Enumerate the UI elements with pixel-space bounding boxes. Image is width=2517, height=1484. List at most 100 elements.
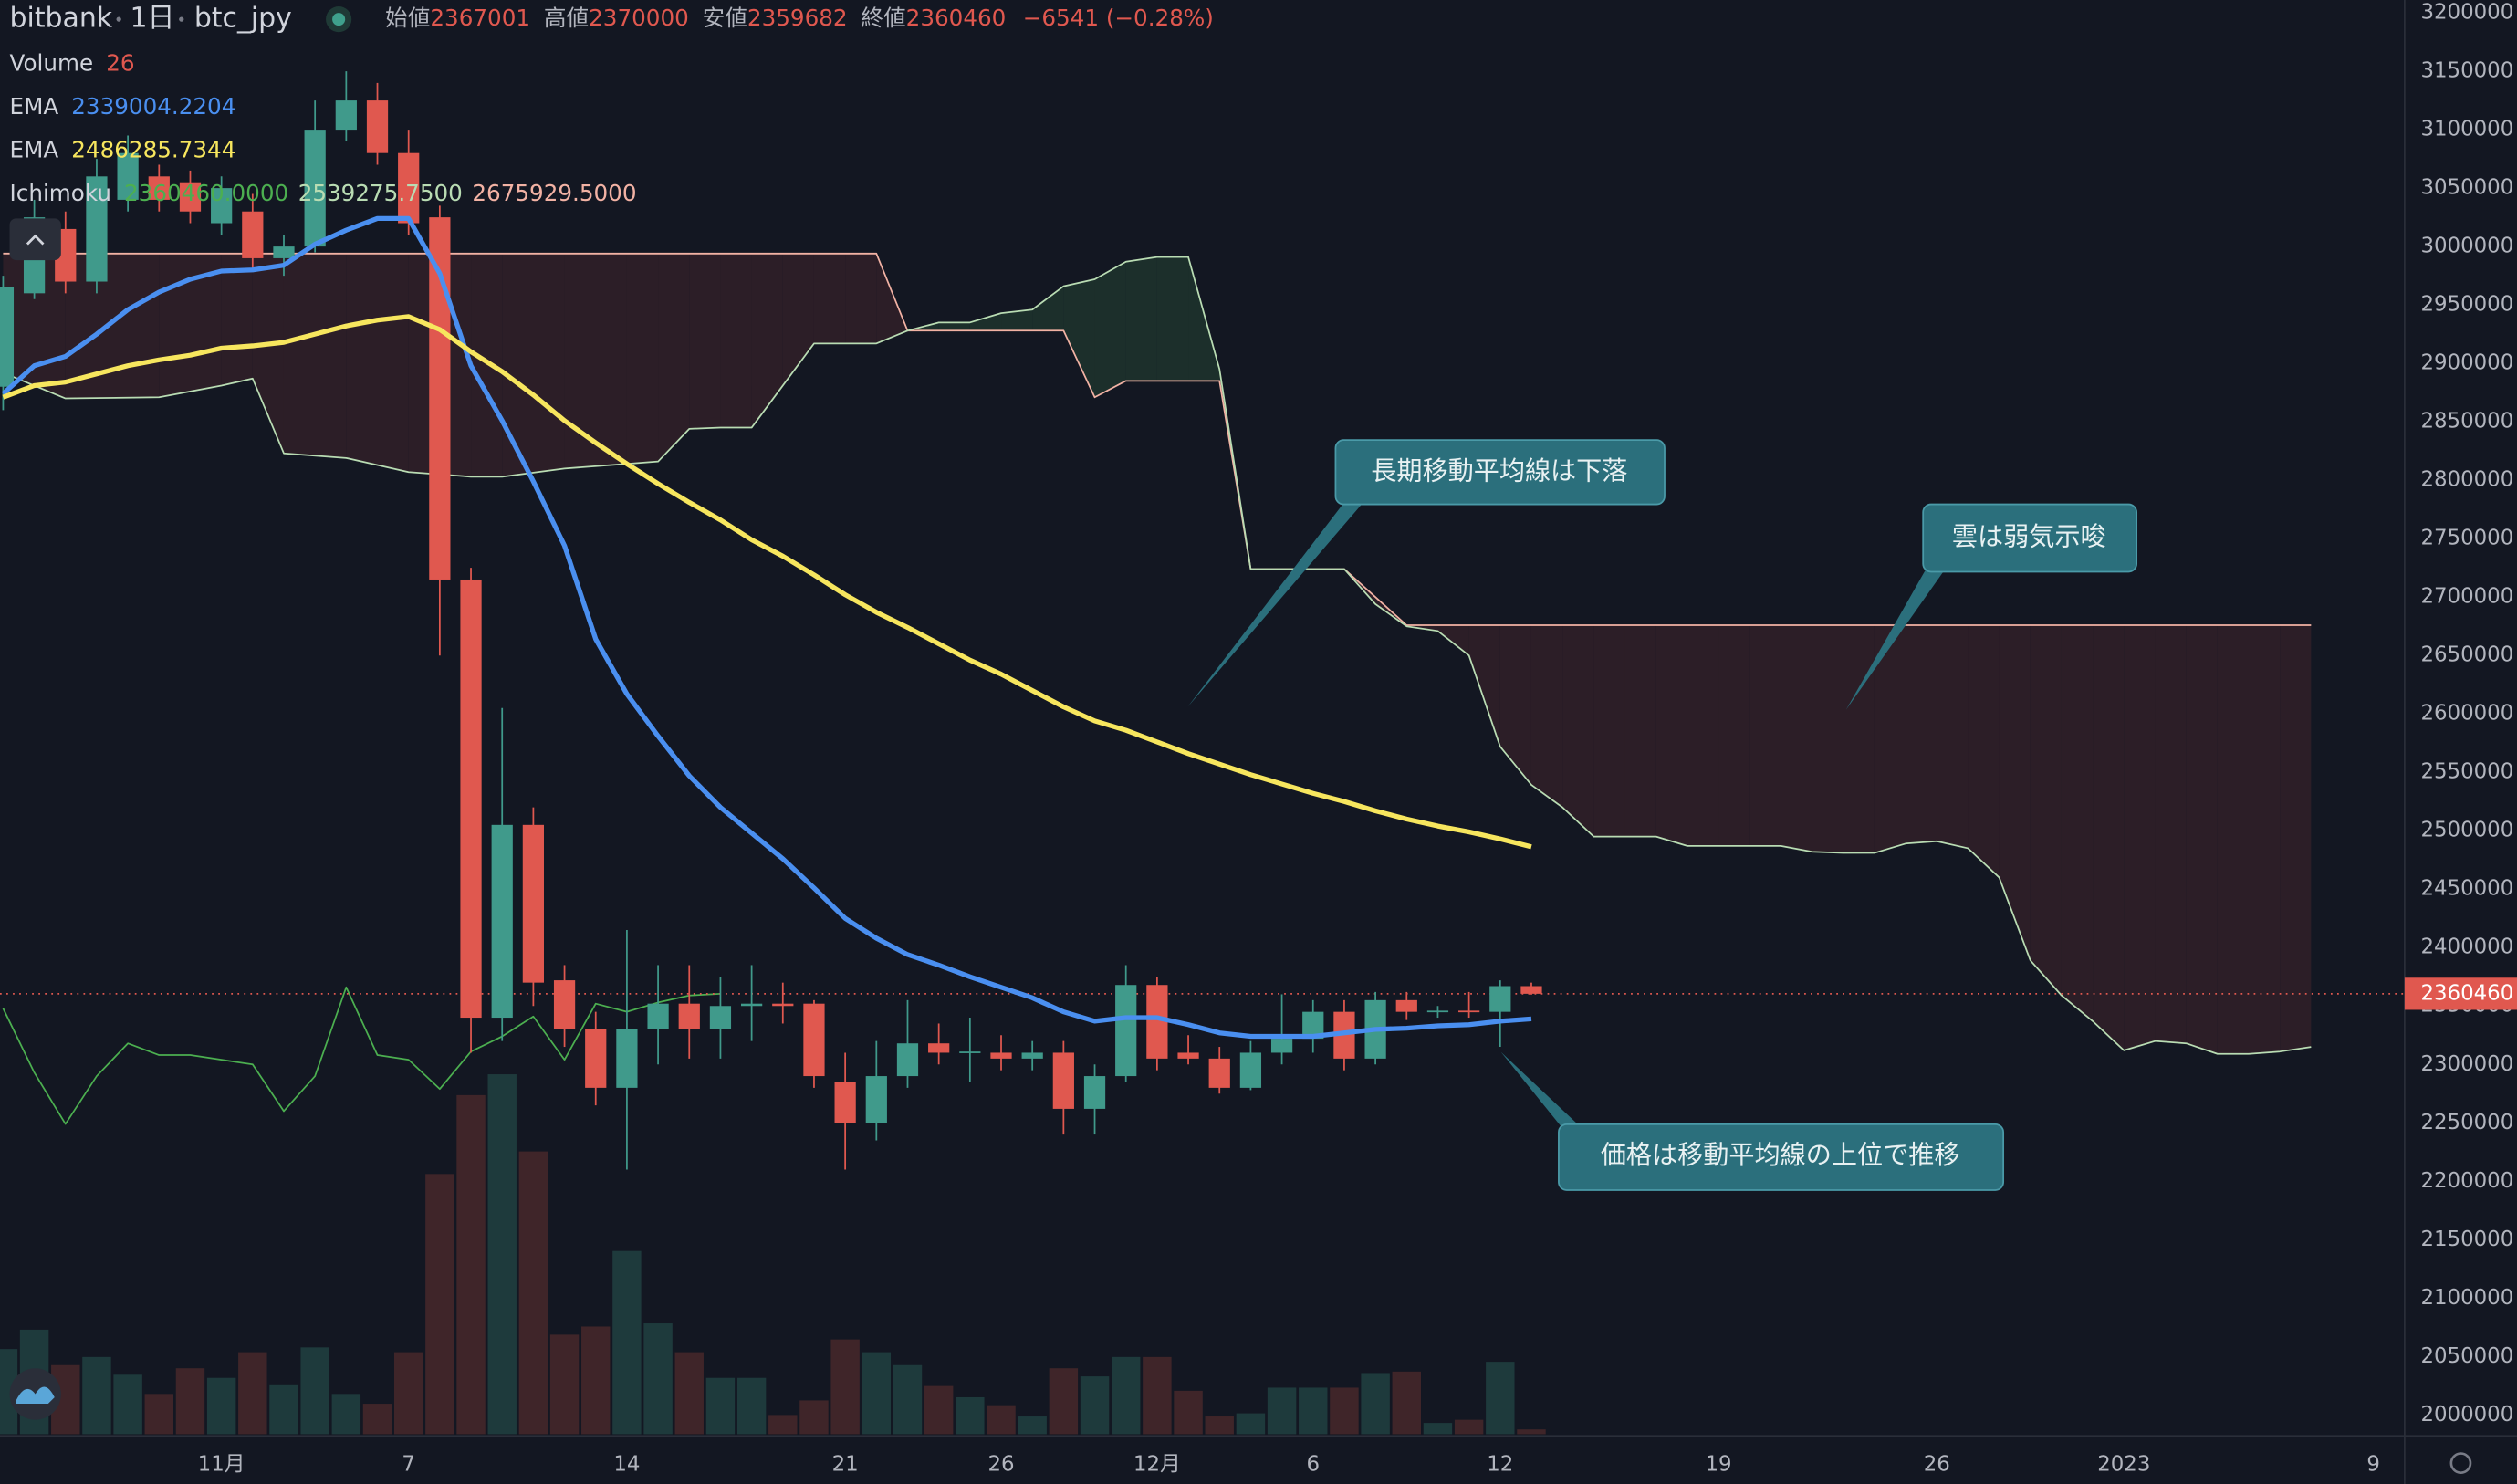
cloud	[1063, 278, 1095, 398]
y-tick-label: 2300000	[2420, 1052, 2513, 1076]
candle-body	[1489, 986, 1511, 1012]
volume-bar	[1267, 1387, 1297, 1435]
ohlc-label: 安値	[703, 5, 747, 31]
volume-bar	[518, 1151, 548, 1435]
cloud	[1655, 624, 1687, 846]
volume-bar	[736, 1377, 767, 1435]
volume-bar	[674, 1352, 704, 1435]
cloud	[159, 253, 222, 398]
volume-bar	[1423, 1423, 1453, 1435]
candle-body	[211, 188, 233, 224]
legend-value: 2339004.2204	[71, 93, 235, 120]
candle-body	[1426, 1010, 1449, 1013]
volume-bar	[830, 1339, 860, 1435]
y-tick-label: 2400000	[2420, 935, 2513, 959]
candle-body	[1239, 1052, 1262, 1088]
volume-bar	[1080, 1376, 1110, 1435]
candle-body	[429, 217, 451, 580]
y-tick-label: 2150000	[2420, 1228, 2513, 1251]
logo-icon	[16, 1386, 55, 1405]
callout: 雲は弱気示唆	[1845, 503, 2138, 710]
y-tick-label: 2900000	[2420, 351, 2513, 375]
candle-body	[959, 1051, 981, 1053]
legend-value: 2486285.7344	[71, 136, 235, 162]
volume-bar	[1174, 1390, 1203, 1435]
volume-bar	[1205, 1416, 1234, 1435]
callout: 長期移動平均線は下落	[1187, 439, 1666, 707]
candle-body	[1458, 1010, 1480, 1013]
volume-bar	[1486, 1362, 1515, 1435]
cloud	[1968, 624, 2000, 878]
x-tick-label: 6	[1306, 1452, 1320, 1476]
ohlc-value: 2359682	[747, 5, 848, 31]
cloud	[1125, 256, 1157, 381]
ichimoku-span-a	[3, 256, 2312, 1055]
y-tick-label: 2500000	[2420, 819, 2513, 842]
x-tick-label: 26	[1924, 1452, 1950, 1476]
candle-body	[647, 1003, 669, 1029]
legend-name: EMA	[10, 136, 59, 162]
x-tick-label: 19	[1705, 1452, 1731, 1476]
status-dot	[332, 13, 346, 26]
collapse-button[interactable]	[9, 218, 61, 261]
ichimoku-lagging	[2, 986, 721, 1125]
candle-body	[553, 980, 576, 1029]
candle-body	[928, 1043, 950, 1053]
candle-body	[1208, 1058, 1230, 1088]
cloud	[782, 253, 814, 386]
volume-bar	[425, 1174, 454, 1435]
cloud	[845, 253, 877, 344]
x-tick-label: 9	[2366, 1452, 2380, 1476]
x-tick-label: 21	[832, 1452, 859, 1476]
volume-bar	[393, 1352, 423, 1435]
volume-bar	[1299, 1387, 1328, 1435]
legend-name: Volume	[10, 49, 94, 76]
ema-line	[2, 314, 1532, 850]
volume-bar	[1049, 1368, 1079, 1435]
y-tick-label: 3200000	[2420, 1, 2513, 25]
cloud	[689, 253, 721, 429]
cloud	[1843, 624, 1875, 853]
volume-bar	[0, 1349, 18, 1435]
x-tick-label: 12	[1487, 1452, 1513, 1476]
candle-body	[491, 824, 513, 1019]
cloud	[720, 253, 752, 428]
candle-body	[772, 1003, 794, 1007]
candle-body	[709, 1006, 732, 1029]
volume-bar	[1236, 1413, 1266, 1435]
volume-bar	[175, 1368, 205, 1435]
volume-bar	[612, 1250, 642, 1435]
ohlc-label: 高値	[544, 5, 589, 31]
x-tick-label: 14	[613, 1452, 640, 1476]
volume-bar	[956, 1396, 985, 1435]
y-tick-label: 2650000	[2420, 643, 2513, 667]
y-tick-label: 2450000	[2420, 877, 2513, 901]
y-tick-label: 2700000	[2420, 585, 2513, 609]
y-tick-label: 3100000	[2420, 118, 2513, 141]
ema-line	[1, 215, 1532, 1040]
ohlc-value: 2360460	[906, 5, 1007, 31]
cloud	[1468, 624, 1500, 747]
legend-row: Ichimoku 2360460.0000 2539275.7500 2675929.…	[10, 180, 637, 206]
candle-body	[273, 246, 295, 258]
cloud	[1562, 624, 1594, 837]
volume-bar	[362, 1404, 392, 1435]
candle-body	[1083, 1076, 1106, 1109]
cloud	[1530, 624, 1563, 808]
y-tick-label: 2100000	[2420, 1286, 2513, 1310]
legend-value: 2675929.5000	[472, 180, 636, 206]
volume-bar	[581, 1326, 611, 1435]
cloud	[751, 253, 783, 428]
ohlc-line: 始値2367001 高値2370000 安値2359682 終値2360460 …	[385, 5, 1214, 31]
candle-body	[678, 1003, 700, 1029]
cloud	[1937, 624, 1969, 849]
callout-box	[1558, 1123, 2005, 1191]
candle-body	[398, 152, 420, 224]
ohlc-value: 2370000	[589, 5, 689, 31]
callout-text: 長期移動平均線は下落	[1371, 455, 1627, 486]
volume-bar	[238, 1352, 267, 1435]
cloud	[1001, 309, 1033, 331]
settings-icon[interactable]	[2449, 1452, 2472, 1475]
y-tick-label: 2750000	[2420, 527, 2513, 550]
